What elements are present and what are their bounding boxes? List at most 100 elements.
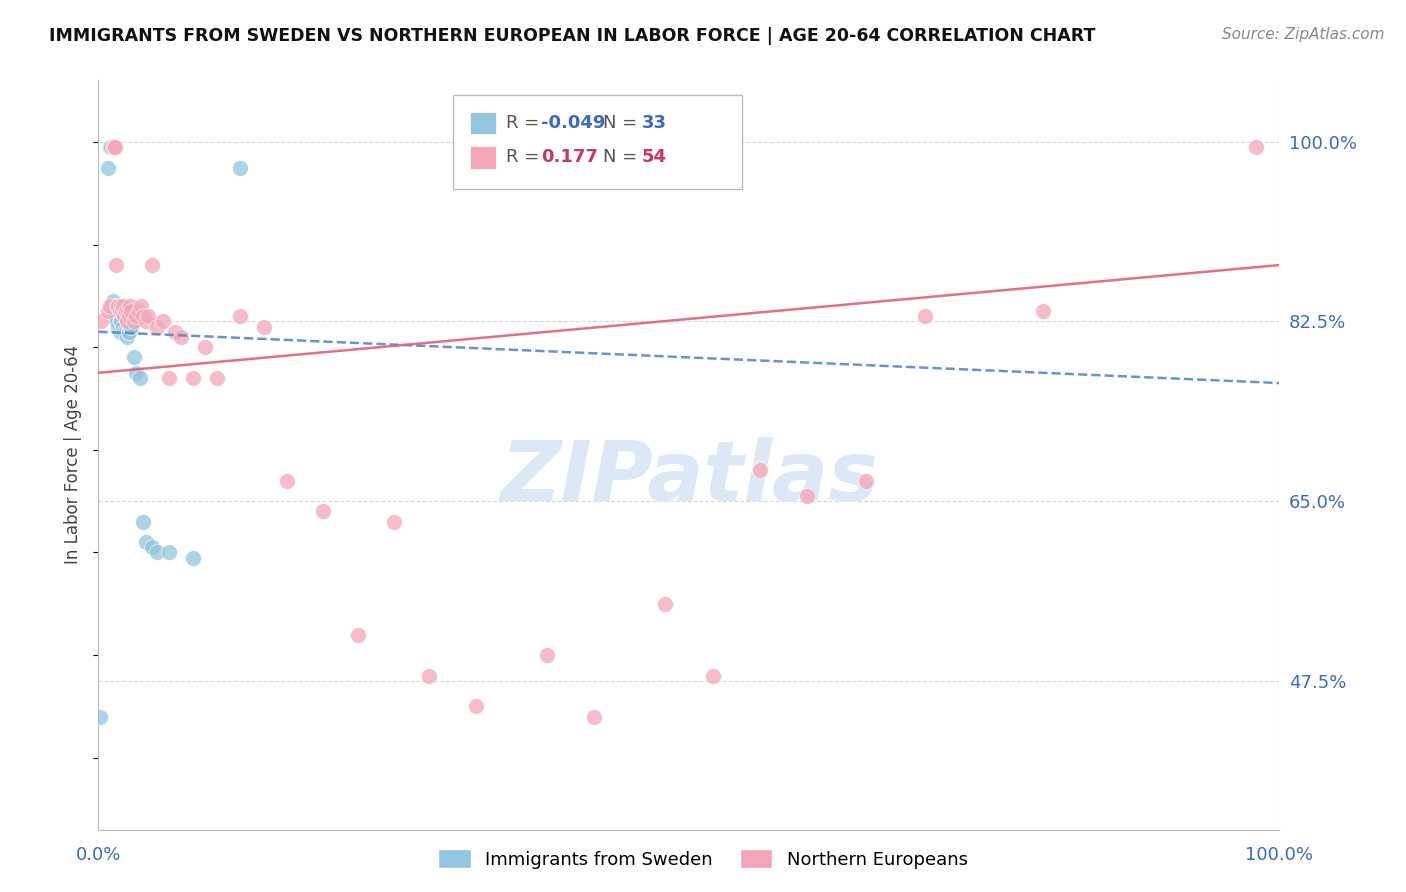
- Point: [702, 668, 724, 682]
- Point: [229, 161, 252, 175]
- Point: [105, 314, 128, 328]
- Point: [1244, 140, 1267, 154]
- Text: 33: 33: [641, 114, 666, 132]
- Point: [135, 314, 157, 328]
- Point: [157, 371, 180, 385]
- Point: [118, 325, 141, 339]
- Point: [382, 515, 405, 529]
- FancyBboxPatch shape: [471, 112, 496, 134]
- Point: [103, 140, 125, 154]
- Point: [135, 535, 157, 549]
- Text: R =: R =: [506, 148, 551, 167]
- Text: -0.049: -0.049: [541, 114, 606, 132]
- Point: [120, 319, 142, 334]
- Point: [101, 140, 124, 154]
- Point: [170, 330, 193, 344]
- Point: [107, 299, 129, 313]
- Point: [276, 474, 298, 488]
- Point: [205, 371, 228, 385]
- Point: [107, 319, 129, 334]
- Point: [115, 314, 138, 328]
- Point: [104, 299, 127, 313]
- Point: [583, 709, 606, 723]
- Point: [105, 258, 128, 272]
- Point: [117, 325, 139, 339]
- Point: [117, 304, 139, 318]
- Point: [122, 314, 145, 328]
- Point: [118, 310, 141, 324]
- Point: [129, 299, 152, 313]
- Point: [108, 325, 131, 339]
- FancyBboxPatch shape: [453, 95, 742, 189]
- Text: ZIPatlas: ZIPatlas: [501, 437, 877, 518]
- Point: [229, 310, 252, 324]
- Point: [105, 314, 128, 328]
- Legend: Immigrants from Sweden, Northern Europeans: Immigrants from Sweden, Northern Europea…: [432, 842, 974, 876]
- Point: [253, 319, 276, 334]
- Point: [97, 304, 120, 318]
- Point: [132, 310, 155, 324]
- Point: [111, 325, 134, 339]
- Point: [128, 304, 150, 318]
- Point: [796, 489, 818, 503]
- Text: R =: R =: [506, 114, 546, 132]
- Point: [125, 366, 148, 380]
- Point: [105, 299, 128, 313]
- Point: [121, 304, 143, 318]
- Point: [347, 627, 370, 641]
- Text: 0.177: 0.177: [541, 148, 598, 167]
- Point: [111, 304, 134, 318]
- Point: [110, 314, 132, 328]
- Text: 0.0%: 0.0%: [76, 846, 121, 864]
- Point: [146, 545, 169, 559]
- Point: [108, 304, 131, 318]
- Point: [536, 648, 558, 662]
- Point: [112, 299, 135, 313]
- Point: [194, 340, 217, 354]
- Point: [181, 371, 204, 385]
- Point: [146, 319, 169, 334]
- Point: [100, 140, 122, 154]
- Point: [128, 371, 150, 385]
- Point: [90, 314, 112, 328]
- Point: [121, 319, 143, 334]
- Point: [101, 293, 124, 308]
- Point: [465, 699, 488, 714]
- Point: [112, 310, 135, 324]
- Point: [105, 310, 128, 324]
- Point: [122, 351, 145, 365]
- Point: [115, 330, 138, 344]
- Point: [125, 310, 148, 324]
- Point: [104, 140, 127, 154]
- Point: [103, 304, 125, 318]
- Point: [654, 597, 676, 611]
- Point: [108, 314, 131, 328]
- Point: [132, 515, 155, 529]
- Point: [112, 325, 135, 339]
- Point: [165, 325, 187, 339]
- Text: N =: N =: [603, 148, 643, 167]
- Point: [181, 550, 204, 565]
- Point: [1032, 304, 1054, 318]
- Point: [152, 314, 174, 328]
- Point: [157, 545, 180, 559]
- Point: [89, 709, 111, 723]
- Point: [112, 319, 135, 334]
- Point: [914, 310, 936, 324]
- Point: [748, 463, 770, 477]
- Text: 54: 54: [641, 148, 666, 167]
- Point: [855, 474, 877, 488]
- Point: [141, 541, 163, 555]
- FancyBboxPatch shape: [471, 146, 496, 169]
- Point: [141, 258, 163, 272]
- Point: [98, 140, 121, 154]
- Y-axis label: In Labor Force | Age 20-64: In Labor Force | Age 20-64: [65, 345, 83, 565]
- Point: [110, 299, 132, 313]
- Point: [114, 325, 136, 339]
- Point: [97, 161, 120, 175]
- Text: 100.0%: 100.0%: [1246, 846, 1313, 864]
- Text: IMMIGRANTS FROM SWEDEN VS NORTHERN EUROPEAN IN LABOR FORCE | AGE 20-64 CORRELATI: IMMIGRANTS FROM SWEDEN VS NORTHERN EUROP…: [49, 27, 1095, 45]
- Point: [120, 299, 142, 313]
- Point: [418, 668, 440, 682]
- Text: Source: ZipAtlas.com: Source: ZipAtlas.com: [1222, 27, 1385, 42]
